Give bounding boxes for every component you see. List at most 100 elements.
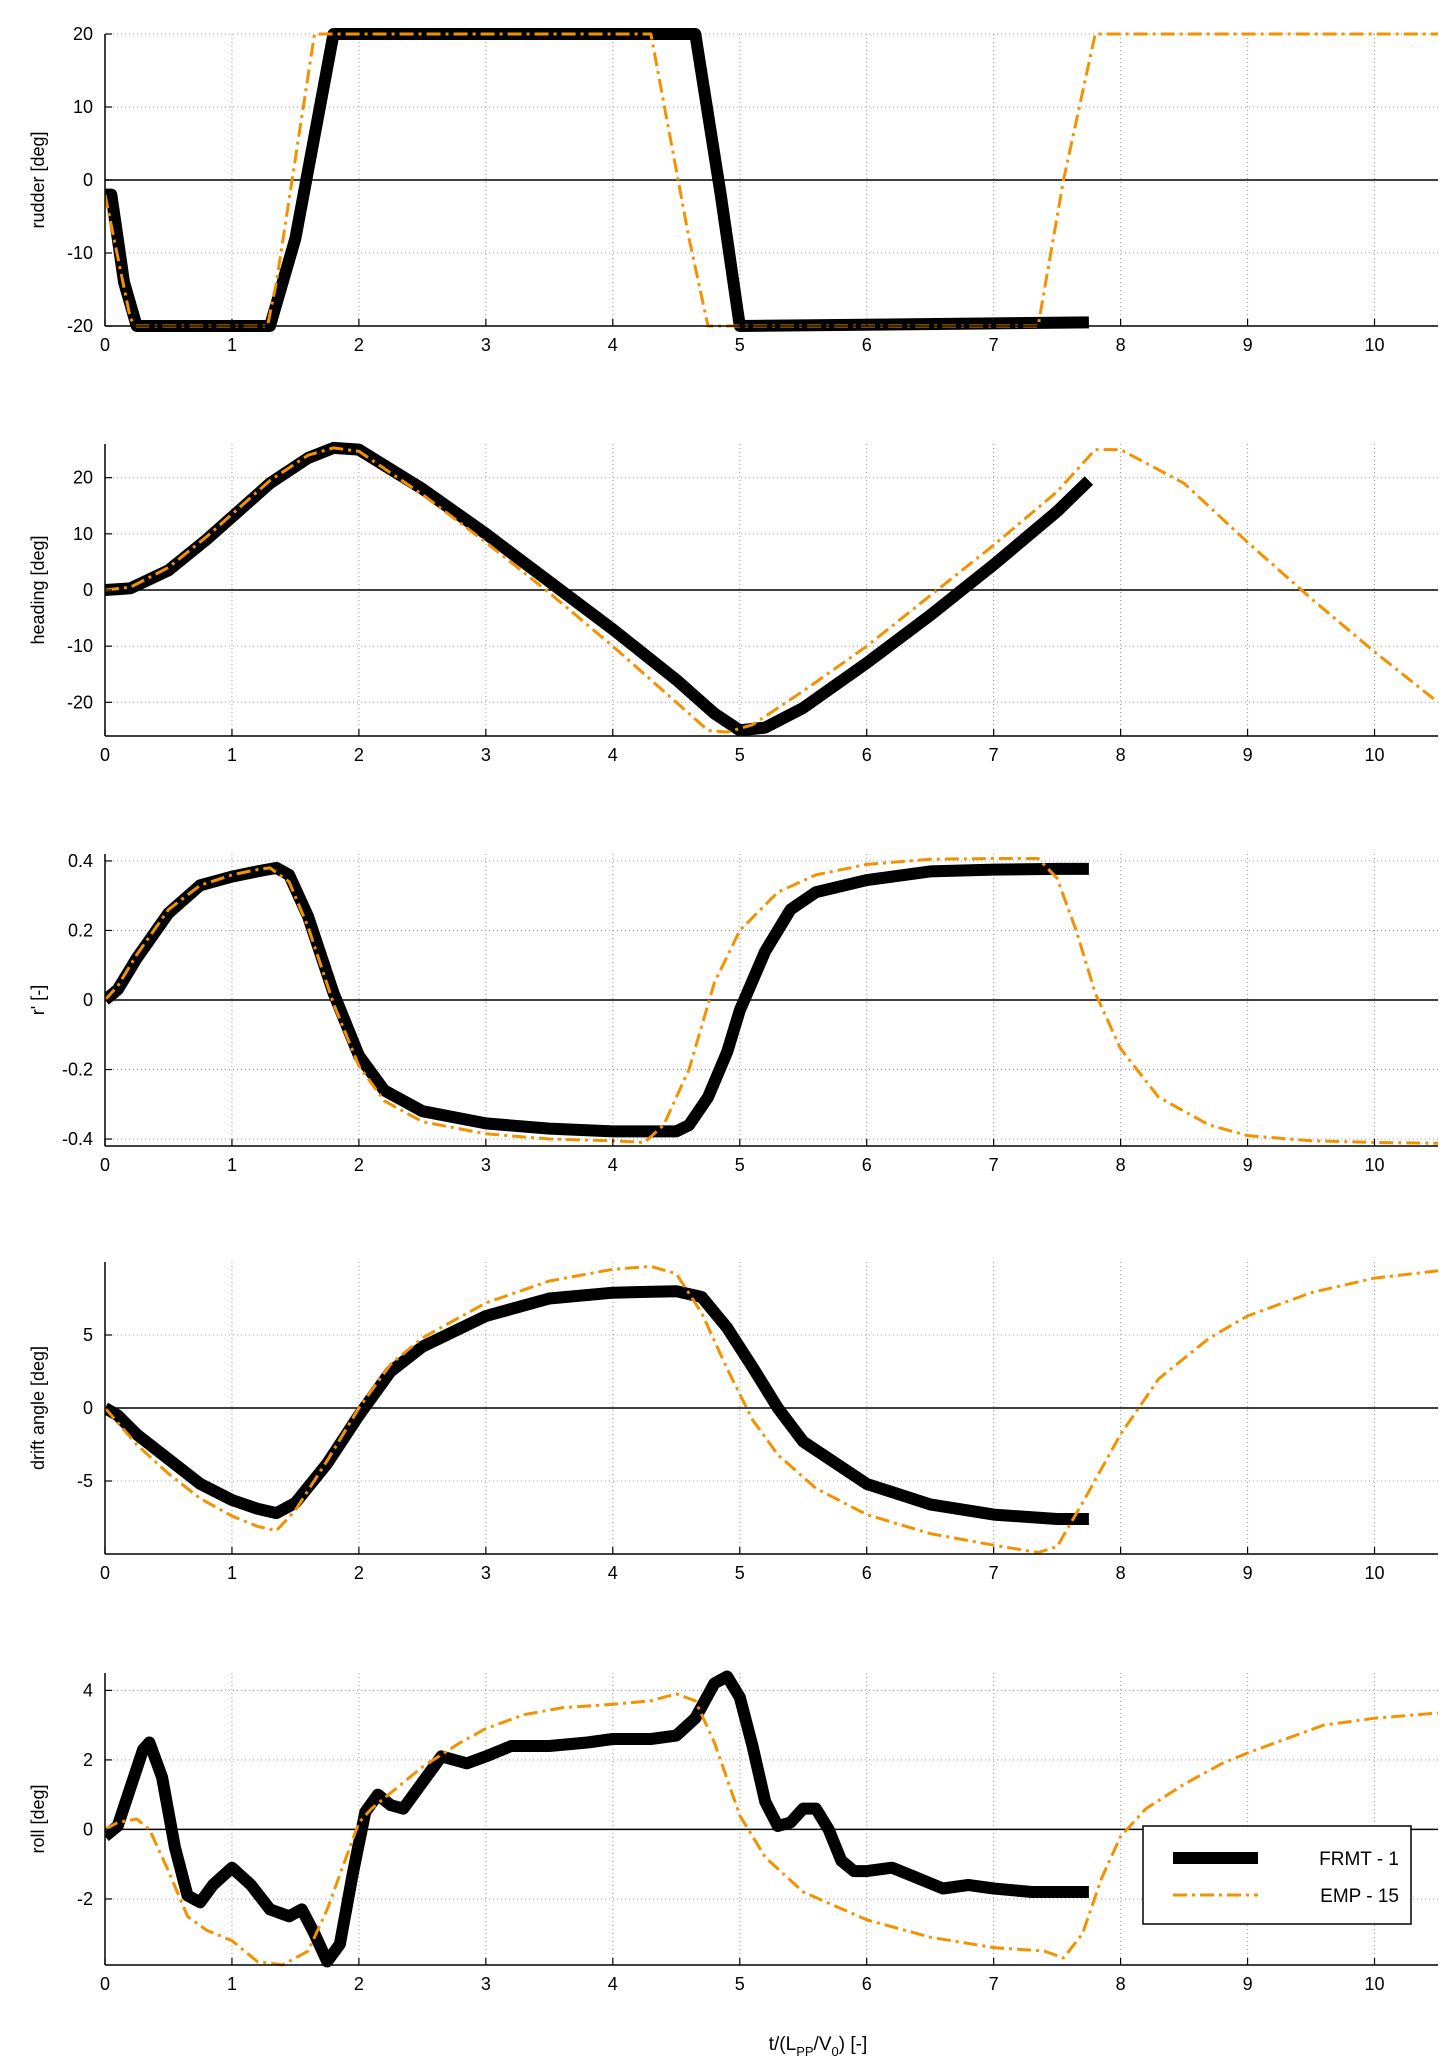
x-tick-label: 6	[862, 335, 872, 355]
x-tick-label: 9	[1243, 335, 1253, 355]
x-tick-label: 5	[735, 1563, 745, 1583]
y-tick-label: -0.2	[62, 1060, 93, 1080]
x-tick-label: 6	[862, 745, 872, 765]
legend-label-frmt: FRMT - 1	[1319, 1849, 1399, 1870]
y-tick-label: 0	[83, 990, 93, 1010]
x-tick-label: 2	[354, 1974, 364, 1994]
x-tick-label: 3	[481, 1155, 491, 1175]
x-axis-label-main: t/(L	[769, 2034, 796, 2055]
y-tick-label: -20	[67, 692, 93, 712]
panel-drift: 0 1 2 3 4 5 6 7 8 9 10 -5 0 5 drift angle [deg]	[28, 1262, 1438, 1583]
x-tick-label: 4	[608, 1974, 618, 1994]
x-tick-label: 1	[227, 745, 237, 765]
x-tick-label: 4	[608, 745, 618, 765]
y-axis-label-rudder: rudder [deg]	[28, 131, 48, 228]
y-tick-label: -10	[67, 243, 93, 263]
x-tick-label: 6	[862, 1563, 872, 1583]
x-tick-label: 9	[1243, 1155, 1253, 1175]
x-tick-label: 7	[989, 1563, 999, 1583]
y-axis-label-roll: roll [deg]	[28, 1784, 48, 1853]
y-axis-label-yaw-rate: r' [-]	[28, 985, 48, 1015]
y-tick-label: -20	[67, 316, 93, 336]
series-line-emp	[105, 1692, 1438, 1967]
y-tick-label: 20	[73, 24, 93, 44]
x-tick-label: 0	[100, 1155, 110, 1175]
y-tick-label: 0.2	[68, 920, 93, 940]
series-line-frmt	[105, 1285, 1089, 1525]
x-tick-label: 0	[100, 1563, 110, 1583]
y-axis-label-heading: heading [deg]	[28, 535, 48, 644]
x-tick-label: 3	[481, 335, 491, 355]
panel-roll: 0 1 2 3 4 5 6 7 8 9 10 -2 0 2 4 roll [deg]	[28, 1670, 1438, 1994]
x-tick-label: 5	[735, 1155, 745, 1175]
x-tick-label: 6	[862, 1155, 872, 1175]
y-tick-label: 0	[83, 1398, 93, 1418]
y-tick-label: -10	[67, 636, 93, 656]
x-tick-label: 10	[1365, 1563, 1385, 1583]
y-axis-label-drift: drift angle [deg]	[28, 1346, 48, 1470]
x-tick-label: 7	[989, 1974, 999, 1994]
x-tick-label: 2	[354, 335, 364, 355]
x-tick-label: 0	[100, 335, 110, 355]
x-axis-label: t/(LPP/V0) [-]	[769, 2034, 867, 2059]
x-tick-label: 9	[1243, 745, 1253, 765]
y-tick-label: 5	[83, 1325, 93, 1345]
x-tick-label: 10	[1365, 335, 1385, 355]
x-tick-label: 10	[1365, 1974, 1385, 1994]
y-tick-label: 10	[73, 97, 93, 117]
x-tick-label: 1	[227, 335, 237, 355]
x-tick-label: 2	[354, 1155, 364, 1175]
x-tick-label: 4	[608, 335, 618, 355]
x-tick-label: 10	[1365, 745, 1385, 765]
legend: FRMT - 1 EMP - 15	[1142, 1825, 1412, 1925]
series-line-frmt	[105, 1670, 1089, 1968]
y-tick-label: 0.4	[68, 851, 93, 871]
legend-box	[1142, 1825, 1412, 1925]
x-tick-label: 1	[227, 1155, 237, 1175]
y-tick-label: 20	[73, 468, 93, 488]
x-tick-label: 0	[100, 1974, 110, 1994]
x-tick-label: 0	[100, 745, 110, 765]
x-tick-label: 7	[989, 335, 999, 355]
x-axis-label-sub2: 0	[832, 2044, 839, 2059]
y-tick-label: 0	[83, 580, 93, 600]
series-line-frmt	[105, 861, 1089, 1138]
y-tick-label: 2	[83, 1750, 93, 1770]
x-tick-label: 2	[354, 1563, 364, 1583]
series-line-frmt	[105, 28, 1089, 332]
x-tick-label: 5	[735, 1974, 745, 1994]
x-tick-label: 10	[1365, 1155, 1385, 1175]
x-tick-label: 2	[354, 745, 364, 765]
series-line-frmt	[105, 441, 1094, 737]
x-tick-label: 5	[735, 745, 745, 765]
x-tick-label: 4	[608, 1155, 618, 1175]
series-line-emp	[105, 1264, 1438, 1554]
x-tick-label: 3	[481, 1974, 491, 1994]
x-tick-label: 9	[1243, 1974, 1253, 1994]
x-tick-label: 8	[1116, 1155, 1126, 1175]
y-tick-label: 4	[83, 1680, 93, 1700]
x-tick-label: 7	[989, 745, 999, 765]
x-tick-label: 8	[1116, 335, 1126, 355]
x-tick-label: 1	[227, 1974, 237, 1994]
y-tick-label: 0	[83, 1819, 93, 1839]
x-tick-label: 7	[989, 1155, 999, 1175]
panel-heading: 0 1 2 3 4 5 6 7 8 9 10 -20 -10 0 10 20 heading [deg]	[28, 441, 1438, 765]
panel-rudder: 0 1 2 3 4 5 6 7 8 9 10 -20 -10 0 10 20 rudder [deg]	[28, 24, 1438, 355]
x-axis-label-sub1: PP	[796, 2044, 813, 2059]
x-tick-label: 6	[862, 1974, 872, 1994]
y-tick-label: 10	[73, 524, 93, 544]
y-tick-label: -2	[77, 1889, 93, 1909]
y-tick-label: -0.4	[62, 1129, 93, 1149]
x-axis-label-mid: /V	[814, 2034, 832, 2055]
panel-yaw-rate: 0 1 2 3 4 5 6 7 8 9 10 -0.4 -0.2 0 0.2 0.4 r' [-]	[28, 851, 1438, 1175]
x-tick-label: 8	[1116, 1974, 1126, 1994]
x-tick-label: 1	[227, 1563, 237, 1583]
x-tick-label: 8	[1116, 745, 1126, 765]
x-tick-label: 4	[608, 1563, 618, 1583]
legend-label-emp: EMP - 15	[1320, 1886, 1399, 1907]
x-tick-label: 9	[1243, 1563, 1253, 1583]
